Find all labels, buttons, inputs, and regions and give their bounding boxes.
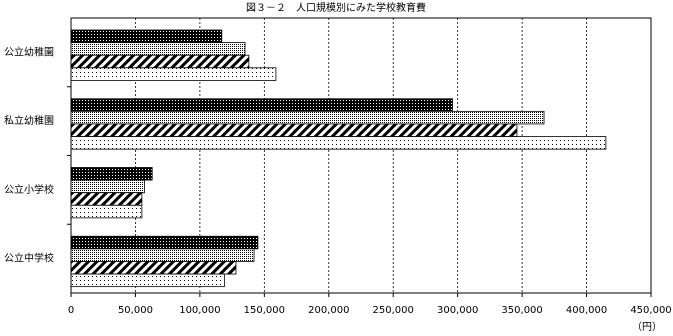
x-tick-label: 350,000 <box>501 305 542 316</box>
x-tick-label: 450,000 <box>630 305 671 316</box>
plot-frame <box>70 17 652 294</box>
x-tick-label: 200,000 <box>308 305 349 316</box>
x-tick-label: 250,000 <box>373 305 414 316</box>
x-tick-label: 100,000 <box>179 305 220 316</box>
bar <box>70 204 143 219</box>
bar <box>70 54 250 69</box>
x-unit: （円） <box>632 321 662 333</box>
bar <box>70 123 518 137</box>
bar <box>70 98 453 112</box>
bar <box>70 261 237 275</box>
bar <box>70 42 246 56</box>
x-tick-label: 0 <box>68 305 74 316</box>
bar <box>70 179 145 194</box>
bar <box>70 167 153 181</box>
bar <box>70 235 259 250</box>
y-tick-label: 公立小学校 <box>4 183 54 196</box>
bar <box>70 67 277 81</box>
x-tick-label: 400,000 <box>566 305 607 316</box>
chart-title: 図３－２ 人口規模別にみた学校教育費 <box>246 1 426 14</box>
y-tick-label: 公立幼稚園 <box>4 45 54 58</box>
x-tick-label: 50,000 <box>118 305 153 316</box>
bar <box>70 248 255 262</box>
x-tick-label: 150,000 <box>244 305 285 316</box>
bar <box>70 192 143 206</box>
x-tick-label: 300,000 <box>437 305 478 316</box>
bar <box>70 110 545 125</box>
bar <box>70 136 607 150</box>
y-tick-label: 私立幼稚園 <box>4 114 54 127</box>
bar <box>70 29 223 44</box>
y-tick-label: 公立中学校 <box>4 252 54 265</box>
bar <box>70 273 225 288</box>
